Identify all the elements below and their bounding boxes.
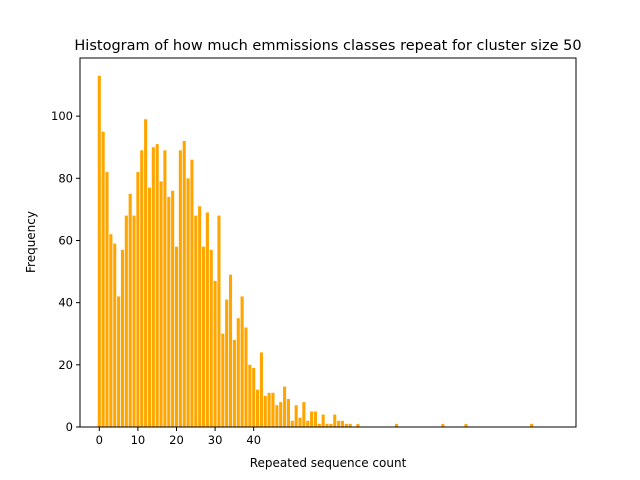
bar bbox=[101, 131, 105, 427]
bar bbox=[128, 193, 132, 427]
bar bbox=[144, 119, 148, 428]
bar bbox=[441, 423, 445, 427]
bar bbox=[159, 181, 163, 427]
bar-group bbox=[97, 75, 534, 428]
bar bbox=[286, 399, 290, 427]
bar bbox=[147, 187, 152, 427]
bar bbox=[306, 420, 310, 427]
bar bbox=[298, 417, 302, 427]
bar bbox=[105, 172, 109, 427]
bar bbox=[530, 423, 534, 427]
bar bbox=[167, 196, 171, 427]
bar bbox=[232, 339, 236, 427]
bar bbox=[163, 150, 167, 428]
bar bbox=[310, 411, 314, 427]
bar bbox=[248, 364, 252, 427]
plot-frame bbox=[79, 57, 577, 428]
bar bbox=[190, 159, 194, 427]
x-axis: 0 10 20 30 40 bbox=[96, 427, 261, 447]
y-axis: 0 20 40 60 80 100 bbox=[51, 109, 80, 434]
x-tick-label: 10 bbox=[131, 433, 146, 447]
bar bbox=[294, 405, 298, 427]
bar bbox=[217, 215, 221, 427]
bar bbox=[275, 405, 279, 427]
bar bbox=[279, 402, 283, 427]
bar bbox=[325, 423, 329, 427]
bar bbox=[182, 141, 186, 427]
bar bbox=[344, 423, 348, 427]
bar bbox=[228, 274, 233, 427]
bar bbox=[124, 215, 128, 427]
y-tick-label: 40 bbox=[58, 296, 73, 310]
bar bbox=[194, 215, 198, 427]
bar bbox=[174, 246, 179, 427]
bar bbox=[117, 296, 121, 427]
bar bbox=[290, 420, 294, 427]
bar bbox=[302, 402, 306, 427]
bar bbox=[109, 234, 113, 427]
bar bbox=[271, 392, 275, 427]
chart-title: Histogram of how much emmissions classes… bbox=[74, 38, 581, 54]
bar bbox=[337, 420, 341, 427]
bar bbox=[263, 395, 267, 427]
bar bbox=[259, 352, 263, 427]
x-tick-label: 20 bbox=[169, 433, 184, 447]
bar bbox=[333, 414, 337, 427]
bar bbox=[348, 423, 352, 427]
bar bbox=[136, 172, 140, 427]
x-tick-label: 0 bbox=[96, 433, 103, 447]
bar bbox=[267, 392, 271, 427]
bar bbox=[213, 280, 217, 427]
y-tick-label: 100 bbox=[51, 109, 73, 123]
bar bbox=[321, 414, 325, 427]
bar bbox=[244, 327, 248, 427]
bar bbox=[340, 420, 345, 427]
bar bbox=[171, 190, 175, 427]
y-tick-label: 60 bbox=[58, 233, 73, 247]
bar bbox=[151, 147, 155, 427]
y-tick-label: 20 bbox=[58, 358, 73, 372]
bar bbox=[221, 333, 225, 427]
y-tick-label: 80 bbox=[58, 171, 73, 185]
bar bbox=[283, 386, 287, 427]
bar bbox=[178, 150, 182, 428]
y-axis-label: Frequency bbox=[24, 211, 38, 273]
bar bbox=[120, 249, 125, 427]
bar bbox=[329, 423, 333, 427]
bar bbox=[317, 423, 321, 427]
bar bbox=[186, 178, 190, 427]
bar bbox=[205, 212, 209, 427]
bar bbox=[155, 144, 159, 428]
x-tick-label: 30 bbox=[208, 433, 223, 447]
y-tick-label: 0 bbox=[66, 420, 73, 434]
bar bbox=[464, 423, 468, 427]
bar bbox=[132, 215, 136, 427]
bar bbox=[252, 367, 256, 427]
bar bbox=[313, 411, 317, 427]
bar bbox=[209, 249, 213, 427]
x-axis-label: Repeated sequence count bbox=[250, 456, 407, 470]
bar bbox=[256, 389, 260, 427]
bar bbox=[394, 423, 399, 427]
bar bbox=[356, 423, 360, 427]
bar bbox=[240, 296, 244, 427]
bar bbox=[113, 243, 117, 427]
bar bbox=[236, 318, 240, 427]
bar bbox=[140, 150, 144, 428]
bar bbox=[97, 75, 101, 428]
bar bbox=[201, 246, 206, 427]
bar bbox=[225, 299, 229, 427]
x-tick-label: 40 bbox=[246, 433, 261, 447]
bar bbox=[198, 206, 202, 427]
